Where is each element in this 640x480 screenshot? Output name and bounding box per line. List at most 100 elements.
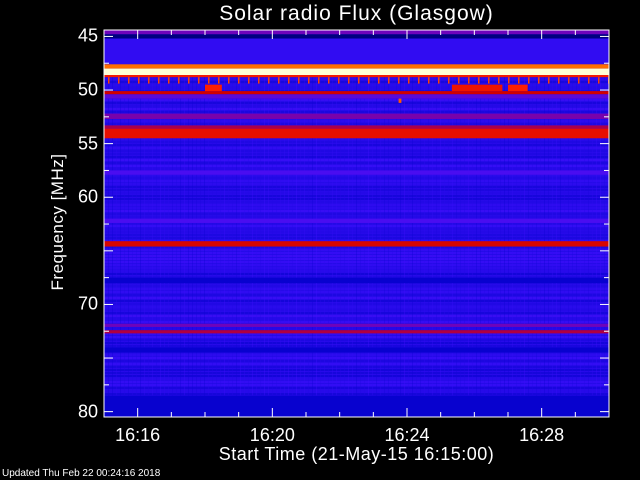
heatmap-streak: [300, 30, 301, 417]
heatmap-spike: [558, 77, 560, 84]
heatmap-row: [104, 234, 609, 236]
heatmap-streak: [536, 30, 537, 417]
heatmap-streak: [108, 30, 109, 417]
heatmap-streak: [556, 30, 557, 417]
heatmap-burst: [508, 84, 528, 92]
heatmap-row: [104, 228, 609, 230]
heatmap-row: [104, 261, 609, 263]
heatmap-row: [104, 273, 609, 275]
x-tick-label: 16:16: [115, 425, 161, 445]
heatmap-spike: [388, 77, 390, 84]
heatmap-row: [104, 78, 609, 80]
heatmap-streak: [308, 30, 309, 417]
heatmap-band: [104, 125, 609, 129]
heatmap-band: [104, 218, 609, 223]
heatmap-streak: [584, 30, 585, 417]
heatmap-streak: [316, 30, 317, 417]
heatmap-streak: [388, 30, 389, 417]
heatmap-row: [104, 216, 609, 218]
heatmap-row: [104, 138, 609, 140]
heatmap-streak: [468, 30, 469, 417]
heatmap-row: [104, 108, 609, 110]
heatmap-spike: [248, 77, 250, 84]
updated-timestamp: Updated Thu Feb 22 00:24:16 2018: [2, 468, 161, 479]
heatmap-streak: [480, 30, 481, 417]
y-tick-label: 80: [77, 401, 98, 422]
heatmap-row: [104, 333, 609, 335]
heatmap-streak: [392, 30, 393, 417]
heatmap-spike: [398, 77, 400, 84]
heatmap-streak: [588, 30, 589, 417]
heatmap-streak: [236, 30, 237, 417]
heatmap-streak: [496, 30, 497, 417]
heatmap-row: [104, 354, 609, 356]
heatmap-streak: [212, 30, 213, 417]
heatmap-row: [104, 168, 609, 170]
heatmap-spike: [528, 77, 530, 84]
heatmap-streak: [164, 30, 165, 417]
heatmap-streak: [416, 30, 417, 417]
heatmap-streak: [436, 30, 437, 417]
heatmap-row: [104, 195, 609, 197]
heatmap-streak: [304, 30, 305, 417]
heatmap-streak: [500, 30, 501, 417]
heatmap-streak: [408, 30, 409, 417]
heatmap-band: [104, 170, 609, 175]
heatmap-band: [104, 38, 609, 65]
heatmap-streak: [432, 30, 433, 417]
heatmap-spike: [208, 77, 210, 84]
heatmap-row: [104, 264, 609, 266]
heatmap-streak: [508, 30, 509, 417]
heatmap-row: [104, 102, 609, 104]
heatmap-spike: [478, 77, 480, 84]
heatmap-streak: [488, 30, 489, 417]
heatmap-spike: [438, 77, 440, 84]
heatmap-streak: [224, 30, 225, 417]
heatmap-row: [104, 198, 609, 200]
heatmap-spike: [198, 77, 200, 84]
heatmap-streak: [124, 30, 125, 417]
heatmap-band: [104, 94, 609, 99]
heatmap-streak: [284, 30, 285, 417]
heatmap-band: [104, 241, 609, 247]
heatmap-row: [104, 321, 609, 323]
heatmap-spike: [358, 77, 360, 84]
heatmap-row: [104, 186, 609, 188]
heatmap-streak: [444, 30, 445, 417]
heatmap-streak: [340, 30, 341, 417]
heatmap-spike: [368, 77, 370, 84]
heatmap-streak: [120, 30, 121, 417]
heatmap-row: [104, 285, 609, 287]
heatmap-band: [104, 128, 609, 139]
heatmap-row: [104, 180, 609, 182]
heatmap-row: [104, 315, 609, 317]
heatmap-row: [104, 246, 609, 248]
heatmap-spike: [518, 77, 520, 84]
heatmap-streak: [264, 30, 265, 417]
heatmap-spike: [378, 77, 380, 84]
heatmap-row: [104, 267, 609, 269]
heatmap-spike: [228, 77, 230, 84]
y-tick-label: 45: [77, 25, 98, 46]
heatmap-row: [104, 327, 609, 329]
heatmap-streak: [600, 30, 601, 417]
heatmap-burst: [451, 84, 503, 92]
heatmap-spike: [148, 77, 150, 84]
heatmap-streak: [420, 30, 421, 417]
heatmap-streak: [112, 30, 113, 417]
heatmap-streak: [472, 30, 473, 417]
heatmap-streak: [560, 30, 561, 417]
heatmap-streak: [136, 30, 137, 417]
heatmap-streak: [256, 30, 257, 417]
heatmap-streak: [576, 30, 577, 417]
heatmap-streak: [220, 30, 221, 417]
heatmap-row: [104, 105, 609, 107]
y-tick-label: 55: [77, 133, 98, 154]
heatmap-streak: [424, 30, 425, 417]
heatmap-row: [104, 363, 609, 365]
heatmap-row: [104, 255, 609, 257]
heatmap-streak: [204, 30, 205, 417]
heatmap-row: [104, 306, 609, 308]
heatmap-row: [104, 207, 609, 209]
heatmap-band: [104, 30, 609, 35]
